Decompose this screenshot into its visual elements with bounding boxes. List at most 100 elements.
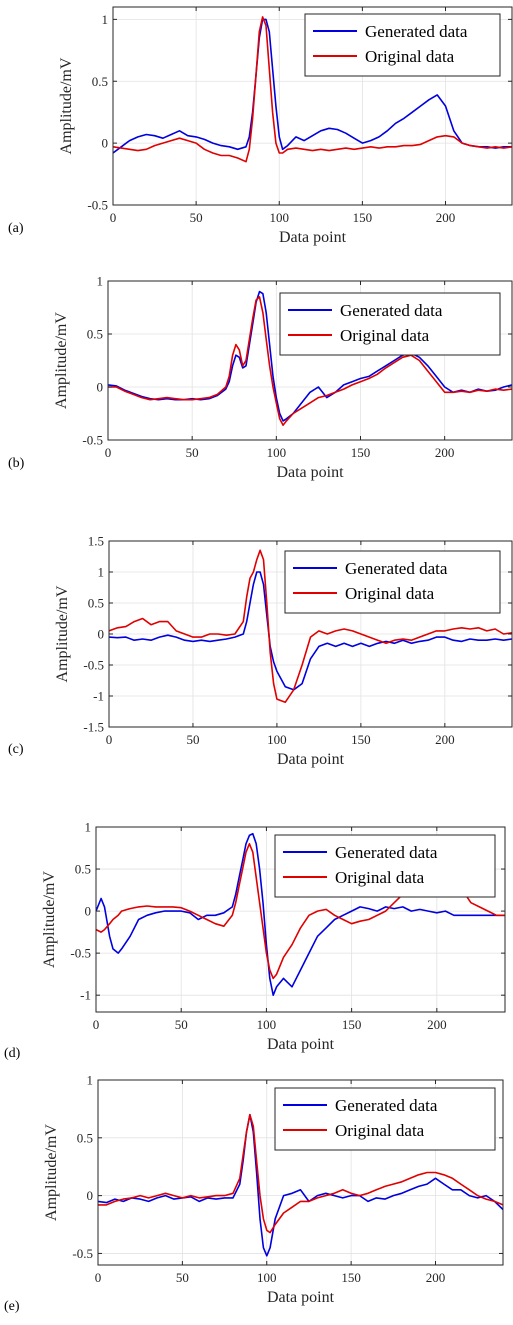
x-tick-label: 0 (110, 210, 117, 225)
x-tick-label: 200 (436, 210, 456, 225)
chart-panel-d: 0 50 100 150 200 -1 -0.5 0 0.5 1 Data point Amplitu… (4, 820, 506, 1061)
y-tick-label: 0 (87, 1188, 94, 1203)
series-line-generated (109, 571, 512, 691)
series-line-generated (98, 1113, 503, 1257)
y-axis-label: Amplitude/mV (58, 57, 75, 154)
plot-frame (97, 1079, 504, 1266)
x-tick-label: 100 (267, 732, 287, 747)
x-tick-label: 200 (435, 445, 455, 460)
y-tick-label: 1 (97, 274, 104, 289)
y-tick-label: 0.5 (88, 596, 104, 611)
legend-entry: Original data (340, 326, 430, 345)
legend-entry: Original data (335, 868, 425, 887)
y-tick-label: -0.5 (87, 198, 108, 213)
x-axis-label: Data point (276, 464, 344, 481)
legend-box (274, 834, 496, 898)
y-tick-label: 1 (87, 1073, 94, 1088)
series-line-original (98, 1113, 503, 1234)
x-tick-label: 100 (257, 1270, 277, 1285)
y-tick-label: 1.5 (88, 534, 104, 549)
legend: Generated data Original data (279, 292, 501, 356)
chart-panel-c: 0 50 100 150 200 -1.5 -1 -0.5 0 0.5 1 1.5 Data point… (8, 534, 513, 768)
panel-label: (c) (8, 742, 24, 757)
legend-entry: Original data (345, 584, 435, 603)
x-tick-label: 150 (342, 1017, 362, 1032)
y-tick-label: -1 (93, 689, 104, 704)
y-axis-label: Amplitude/mV (53, 312, 70, 409)
series-line-original (108, 296, 512, 427)
x-tick-label: 50 (186, 732, 199, 747)
legend-entry: Original data (365, 47, 455, 66)
legend: Generated data Original data (284, 550, 501, 614)
panel-label: (e) (4, 1299, 20, 1314)
y-tick-label: 0 (97, 380, 104, 395)
x-axis-label: Data point (279, 229, 347, 246)
y-axis-label: Amplitude/mV (41, 871, 58, 968)
y-tick-label: 0.5 (87, 327, 103, 342)
x-tick-label: 0 (106, 732, 113, 747)
y-tick-label: 0 (98, 627, 105, 642)
series-line-generated (113, 18, 512, 154)
legend-entry: Generated data (345, 559, 448, 578)
x-tick-label: 50 (186, 445, 199, 460)
y-tick-label: 1 (102, 12, 109, 27)
y-tick-label: 0.5 (75, 862, 91, 877)
x-tick-label: 0 (105, 445, 112, 460)
x-tick-label: 50 (175, 1017, 188, 1032)
legend-entry: Original data (335, 1121, 425, 1140)
series-line-original (113, 16, 512, 163)
legend-box (284, 550, 501, 614)
y-tick-label: -0.5 (83, 658, 104, 673)
x-tick-label: 50 (190, 210, 203, 225)
y-axis-label: Amplitude/mV (43, 1124, 60, 1221)
x-tick-label: 150 (341, 1270, 361, 1285)
legend: Generated data Original data (304, 13, 501, 77)
series-line-generated (108, 290, 512, 422)
x-tick-label: 150 (353, 210, 373, 225)
legend-box (304, 13, 501, 77)
plot-frame (112, 6, 513, 206)
legend-box (279, 292, 501, 356)
y-tick-label: -0.5 (70, 946, 91, 961)
y-tick-label: -0.5 (82, 433, 103, 448)
x-tick-label: 200 (427, 1017, 447, 1032)
legend: Generated data Original data (274, 834, 496, 898)
x-axis-label: Data point (267, 1289, 335, 1306)
x-tick-label: 200 (435, 732, 455, 747)
plot-frame (107, 280, 513, 441)
panel-label: (b) (8, 456, 25, 471)
x-tick-label: 100 (267, 445, 287, 460)
x-tick-label: 50 (176, 1270, 189, 1285)
x-axis-label: Data point (277, 751, 345, 768)
x-tick-label: 150 (351, 732, 371, 747)
legend-entry: Generated data (335, 843, 438, 862)
y-tick-label: 0.5 (92, 74, 108, 89)
y-tick-label: -1.5 (83, 720, 104, 735)
x-tick-label: 200 (426, 1270, 446, 1285)
x-tick-label: 100 (257, 1017, 277, 1032)
y-axis-label: Amplitude/mV (54, 585, 71, 682)
x-tick-label: 0 (93, 1017, 100, 1032)
y-tick-label: 0 (85, 904, 92, 919)
y-tick-label: -0.5 (72, 1246, 93, 1261)
panel-label: (d) (4, 1046, 21, 1061)
y-tick-label: 1 (98, 565, 105, 580)
legend: Generated data Original data (274, 1087, 496, 1151)
y-tick-label: 0.5 (77, 1130, 93, 1145)
x-tick-label: 150 (351, 445, 371, 460)
y-tick-label: 0 (102, 136, 109, 151)
legend-entry: Generated data (340, 301, 443, 320)
series-line-original (109, 549, 512, 704)
y-tick-label: -1 (80, 988, 91, 1003)
x-tick-label: 0 (95, 1270, 102, 1285)
plot-frame (95, 826, 506, 1013)
legend-box (274, 1087, 496, 1151)
legend-entry: Generated data (365, 22, 468, 41)
panel-label: (a) (8, 221, 24, 236)
x-axis-label: Data point (267, 1036, 335, 1053)
y-tick-label: 1 (85, 820, 92, 835)
